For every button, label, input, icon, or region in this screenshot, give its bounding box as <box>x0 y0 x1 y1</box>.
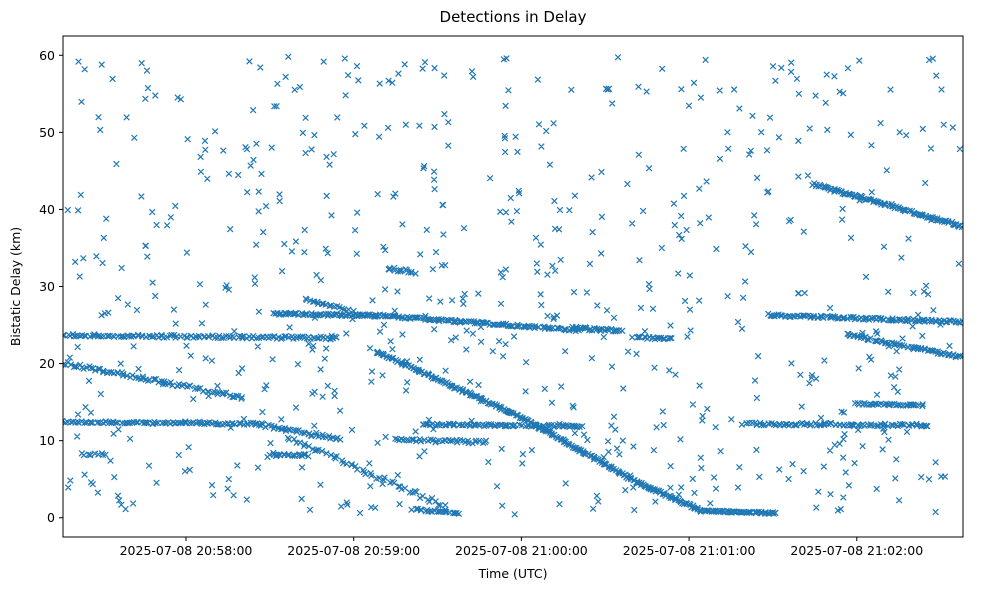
y-axis-label: Bistatic Delay (km) <box>8 227 23 346</box>
y-tick-label: 20 <box>39 356 55 371</box>
x-tick-label: 2025-07-08 21:00:00 <box>455 543 588 558</box>
y-tick-label: 30 <box>39 279 55 294</box>
x-tick-label: 2025-07-08 21:01:00 <box>623 543 756 558</box>
x-tick-label: 2025-07-08 20:59:00 <box>287 543 420 558</box>
chart-title: Detections in Delay <box>440 8 587 26</box>
x-tick-label: 2025-07-08 20:58:00 <box>120 543 253 558</box>
axis-ticks: 2025-07-08 20:58:00 2025-07-08 20:59:00 20… <box>39 48 923 558</box>
y-tick-label: 10 <box>39 433 55 448</box>
y-tick-label: 40 <box>39 202 55 217</box>
y-tick-label: 0 <box>47 510 55 525</box>
plot-border <box>62 35 964 538</box>
y-tick-label: 60 <box>39 48 55 63</box>
y-tick-label: 50 <box>39 125 55 140</box>
x-tick-label: 2025-07-08 21:02:00 <box>790 543 923 558</box>
x-axis-label: Time (UTC) <box>477 566 547 581</box>
scatter-points <box>63 53 963 518</box>
